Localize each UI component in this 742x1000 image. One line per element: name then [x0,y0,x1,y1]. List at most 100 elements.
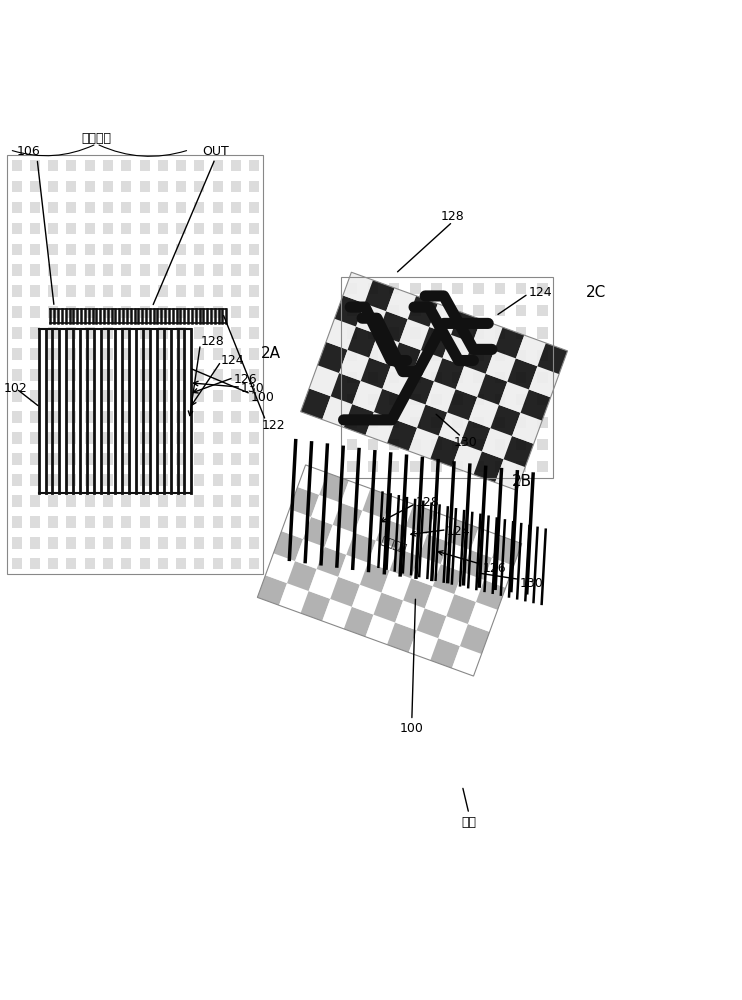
Bar [48,244,58,255]
Bar [176,453,186,465]
Polygon shape [384,496,413,526]
Bar [495,461,505,472]
Polygon shape [460,420,490,451]
Bar [194,369,205,381]
Bar [213,369,223,381]
Bar [158,285,168,297]
Polygon shape [347,327,378,358]
Bar [431,305,441,316]
Text: 130: 130 [454,436,478,449]
Text: 2C: 2C [586,285,606,300]
Text: 124: 124 [447,525,470,538]
Bar [139,474,150,486]
Bar [410,461,421,472]
Bar [249,181,259,192]
Bar [410,327,421,339]
Polygon shape [469,397,499,428]
Bar [231,453,241,465]
Bar [249,202,259,213]
Bar [176,285,186,297]
Bar [158,160,168,171]
Bar [30,474,40,486]
Bar [194,411,205,423]
Bar [12,244,22,255]
Bar [249,244,259,255]
Bar [249,411,259,423]
Bar [158,306,168,318]
Polygon shape [303,517,332,547]
Polygon shape [424,586,454,616]
Bar [139,223,150,234]
Polygon shape [482,428,512,459]
Polygon shape [417,405,447,436]
Bar [368,417,378,428]
Polygon shape [390,548,419,578]
Bar [453,305,463,316]
Bar [516,461,526,472]
Bar [139,558,150,569]
Bar [368,461,378,472]
Text: 106: 106 [16,145,40,158]
Polygon shape [386,288,416,319]
Bar [121,390,131,402]
Bar [139,348,150,360]
Bar [85,285,95,297]
Bar [121,181,131,192]
Text: 124: 124 [528,286,552,299]
Bar [368,394,378,405]
Bar [30,306,40,318]
Bar [48,495,58,507]
Bar [85,264,95,276]
Text: OUT: OUT [202,145,229,158]
Bar [103,516,113,528]
Polygon shape [387,420,417,451]
Bar [103,244,113,255]
Bar [368,305,378,316]
Polygon shape [344,607,373,637]
Polygon shape [341,481,370,511]
Bar [158,558,168,569]
Bar [12,411,22,423]
Bar [176,348,186,360]
Bar [121,558,131,569]
Bar [12,495,22,507]
Polygon shape [430,436,460,467]
Polygon shape [413,350,442,381]
Bar [453,394,463,405]
Bar [158,390,168,402]
Bar [213,244,223,255]
Polygon shape [257,575,287,605]
Bar [66,348,76,360]
Bar [194,516,205,528]
Bar [176,411,186,423]
Bar [249,474,259,486]
Bar [66,306,76,318]
Polygon shape [399,319,430,350]
Text: 128: 128 [441,210,464,223]
Polygon shape [521,390,551,421]
Bar [48,411,58,423]
Bar [194,453,205,465]
Bar [231,537,241,549]
Bar [389,439,399,450]
Text: 124: 124 [221,354,245,367]
Bar [85,327,95,339]
Bar [410,350,421,361]
Bar [85,432,95,444]
Bar [158,411,168,423]
Bar [103,453,113,465]
Polygon shape [289,487,319,517]
Bar [389,417,399,428]
Bar [347,394,357,405]
Bar [30,327,40,339]
Polygon shape [495,459,525,490]
Polygon shape [326,319,356,350]
Bar [194,432,205,444]
Bar [85,516,95,528]
Bar [431,439,441,450]
Bar [103,181,113,192]
Bar [231,432,241,444]
Polygon shape [378,311,408,342]
Bar [231,306,241,318]
Bar [176,516,186,528]
